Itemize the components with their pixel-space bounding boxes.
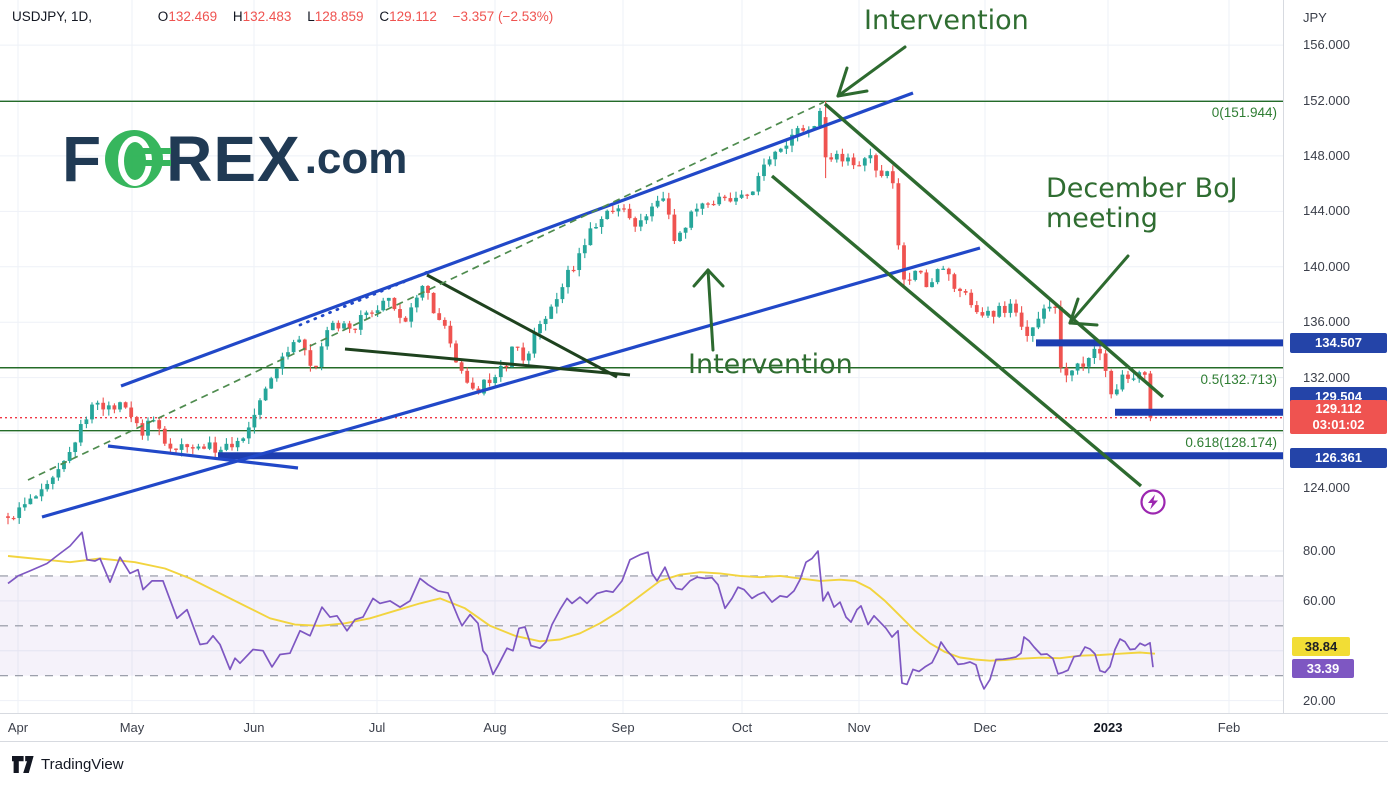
time-tick-Sep: Sep <box>611 720 635 735</box>
time-tick-Feb: Feb <box>1217 720 1241 735</box>
high-value: 132.483 <box>242 9 292 24</box>
june-wedge-line[interactable] <box>107 444 299 470</box>
intervention-mid-arrow[interactable] <box>692 268 725 352</box>
price-badge-129.112: 129.112 03:01:02 <box>1290 400 1387 434</box>
forex-dot-com: .com <box>304 134 408 183</box>
descending-channel-bottom[interactable] <box>770 174 1143 488</box>
time-tick-May: May <box>119 720 145 735</box>
dashed-uptrend[interactable] <box>27 101 825 481</box>
ascending-channel-bottom[interactable] <box>41 246 981 519</box>
time-tick-Jul: Jul <box>368 720 386 735</box>
low-label: L <box>307 9 315 24</box>
time-tick-Jun: Jun <box>243 720 265 735</box>
change-value: −3.357 (−2.53%) <box>452 9 554 24</box>
price-tick-label: 152.000 <box>1303 92 1350 108</box>
rsi-tick-label: 80.00 <box>1303 543 1336 558</box>
price-tick-label: 156.000 <box>1303 37 1350 53</box>
price-tick-label: 148.000 <box>1303 147 1350 163</box>
time-tick-Oct: Oct <box>731 720 753 735</box>
close-value: 129.112 <box>389 9 437 24</box>
symbol-legend: USDJPY, 1D, O132.469 H132.483 L128.859 C… <box>12 9 553 24</box>
fib-level-label: 0(151.944) <box>1211 105 1277 121</box>
footer: TradingView <box>12 756 124 773</box>
low-value: 128.859 <box>314 9 364 24</box>
price-tick-label: 144.000 <box>1303 203 1350 219</box>
forex-com-watermark: F REX .com <box>62 124 407 194</box>
lightning-bolt-icon[interactable] <box>1139 488 1167 516</box>
rsi-tick-label: 60.00 <box>1303 592 1336 608</box>
high-label: H <box>232 9 243 24</box>
currency-label: JPY <box>1303 10 1327 25</box>
time-axis[interactable]: Apr May Jun Jul Aug Sep Oct Nov Dec 2023 Feb <box>0 713 1388 742</box>
chart-pane[interactable]: USDJPY, 1D, O132.469 H132.483 L128.859 C… <box>0 0 1283 713</box>
price-tick-label: 124.000 <box>1303 480 1350 496</box>
boj-arrow[interactable] <box>1068 254 1130 327</box>
price-tick-label: 136.000 <box>1303 314 1350 330</box>
rsi-ma-line <box>7 555 1156 662</box>
rsi-line <box>7 531 1154 690</box>
annotation-boj-line1: December BoJ <box>1046 173 1238 204</box>
open-value: 132.469 <box>168 9 218 24</box>
forex-coin-icon <box>105 130 172 188</box>
price-badge-33.39: 33.39 <box>1292 658 1354 678</box>
descending-channel-top[interactable] <box>823 102 1165 399</box>
time-tick-2023: 2023 <box>1093 720 1123 735</box>
annotation-december-boj[interactable]: December BoJ meeting <box>1046 174 1238 234</box>
open-label: O <box>157 9 169 24</box>
price-badge-134.507: 134.507 <box>1290 333 1387 353</box>
tradingview-logo-icon[interactable] <box>12 756 34 773</box>
time-tick-Dec: Dec <box>973 720 997 735</box>
price-tick-label: 132.000 <box>1303 369 1350 385</box>
rsi-tick-label: 20.00 <box>1303 692 1336 708</box>
time-tick-Nov: Nov <box>847 720 871 735</box>
fib-level-label: 0.618(128.174) <box>1185 434 1277 450</box>
intervention-top-arrow[interactable] <box>836 45 907 98</box>
symbol-title[interactable]: USDJPY, 1D, <box>12 9 93 24</box>
price-badge-38.84: 38.84 <box>1292 636 1350 656</box>
pennant-lower[interactable] <box>344 347 631 377</box>
dotted-channel-segment[interactable] <box>298 269 432 327</box>
fib-level-label: 0.5(132.713) <box>1200 371 1277 387</box>
forex-letters-rex: REX <box>166 123 301 195</box>
annotation-boj-line2: meeting <box>1046 203 1158 234</box>
gridlines <box>0 0 1283 713</box>
close-label: C <box>379 9 390 24</box>
badge-countdown: 03:01:02 <box>1312 417 1365 432</box>
pennant-upper[interactable] <box>426 273 618 379</box>
time-tick-Aug: Aug <box>483 720 507 735</box>
tradingview-brand-text[interactable]: TradingView <box>41 756 124 773</box>
price-tick-label: 140.000 <box>1303 258 1350 274</box>
candlesticks <box>6 101 1153 525</box>
forex-letter-f: F <box>62 123 103 195</box>
price-badge-126.361: 126.361 <box>1290 448 1387 468</box>
chart-canvas[interactable] <box>0 0 1283 713</box>
price-axis[interactable]: JPY 156.000 152.000 148.000 144.000 140.000 1… <box>1283 0 1388 713</box>
annotation-intervention-mid[interactable]: Intervention <box>688 349 853 380</box>
ascending-channel-top[interactable] <box>120 91 914 388</box>
time-tick-Apr: Apr <box>7 720 29 735</box>
annotation-intervention-top[interactable]: Intervention <box>864 5 1029 36</box>
